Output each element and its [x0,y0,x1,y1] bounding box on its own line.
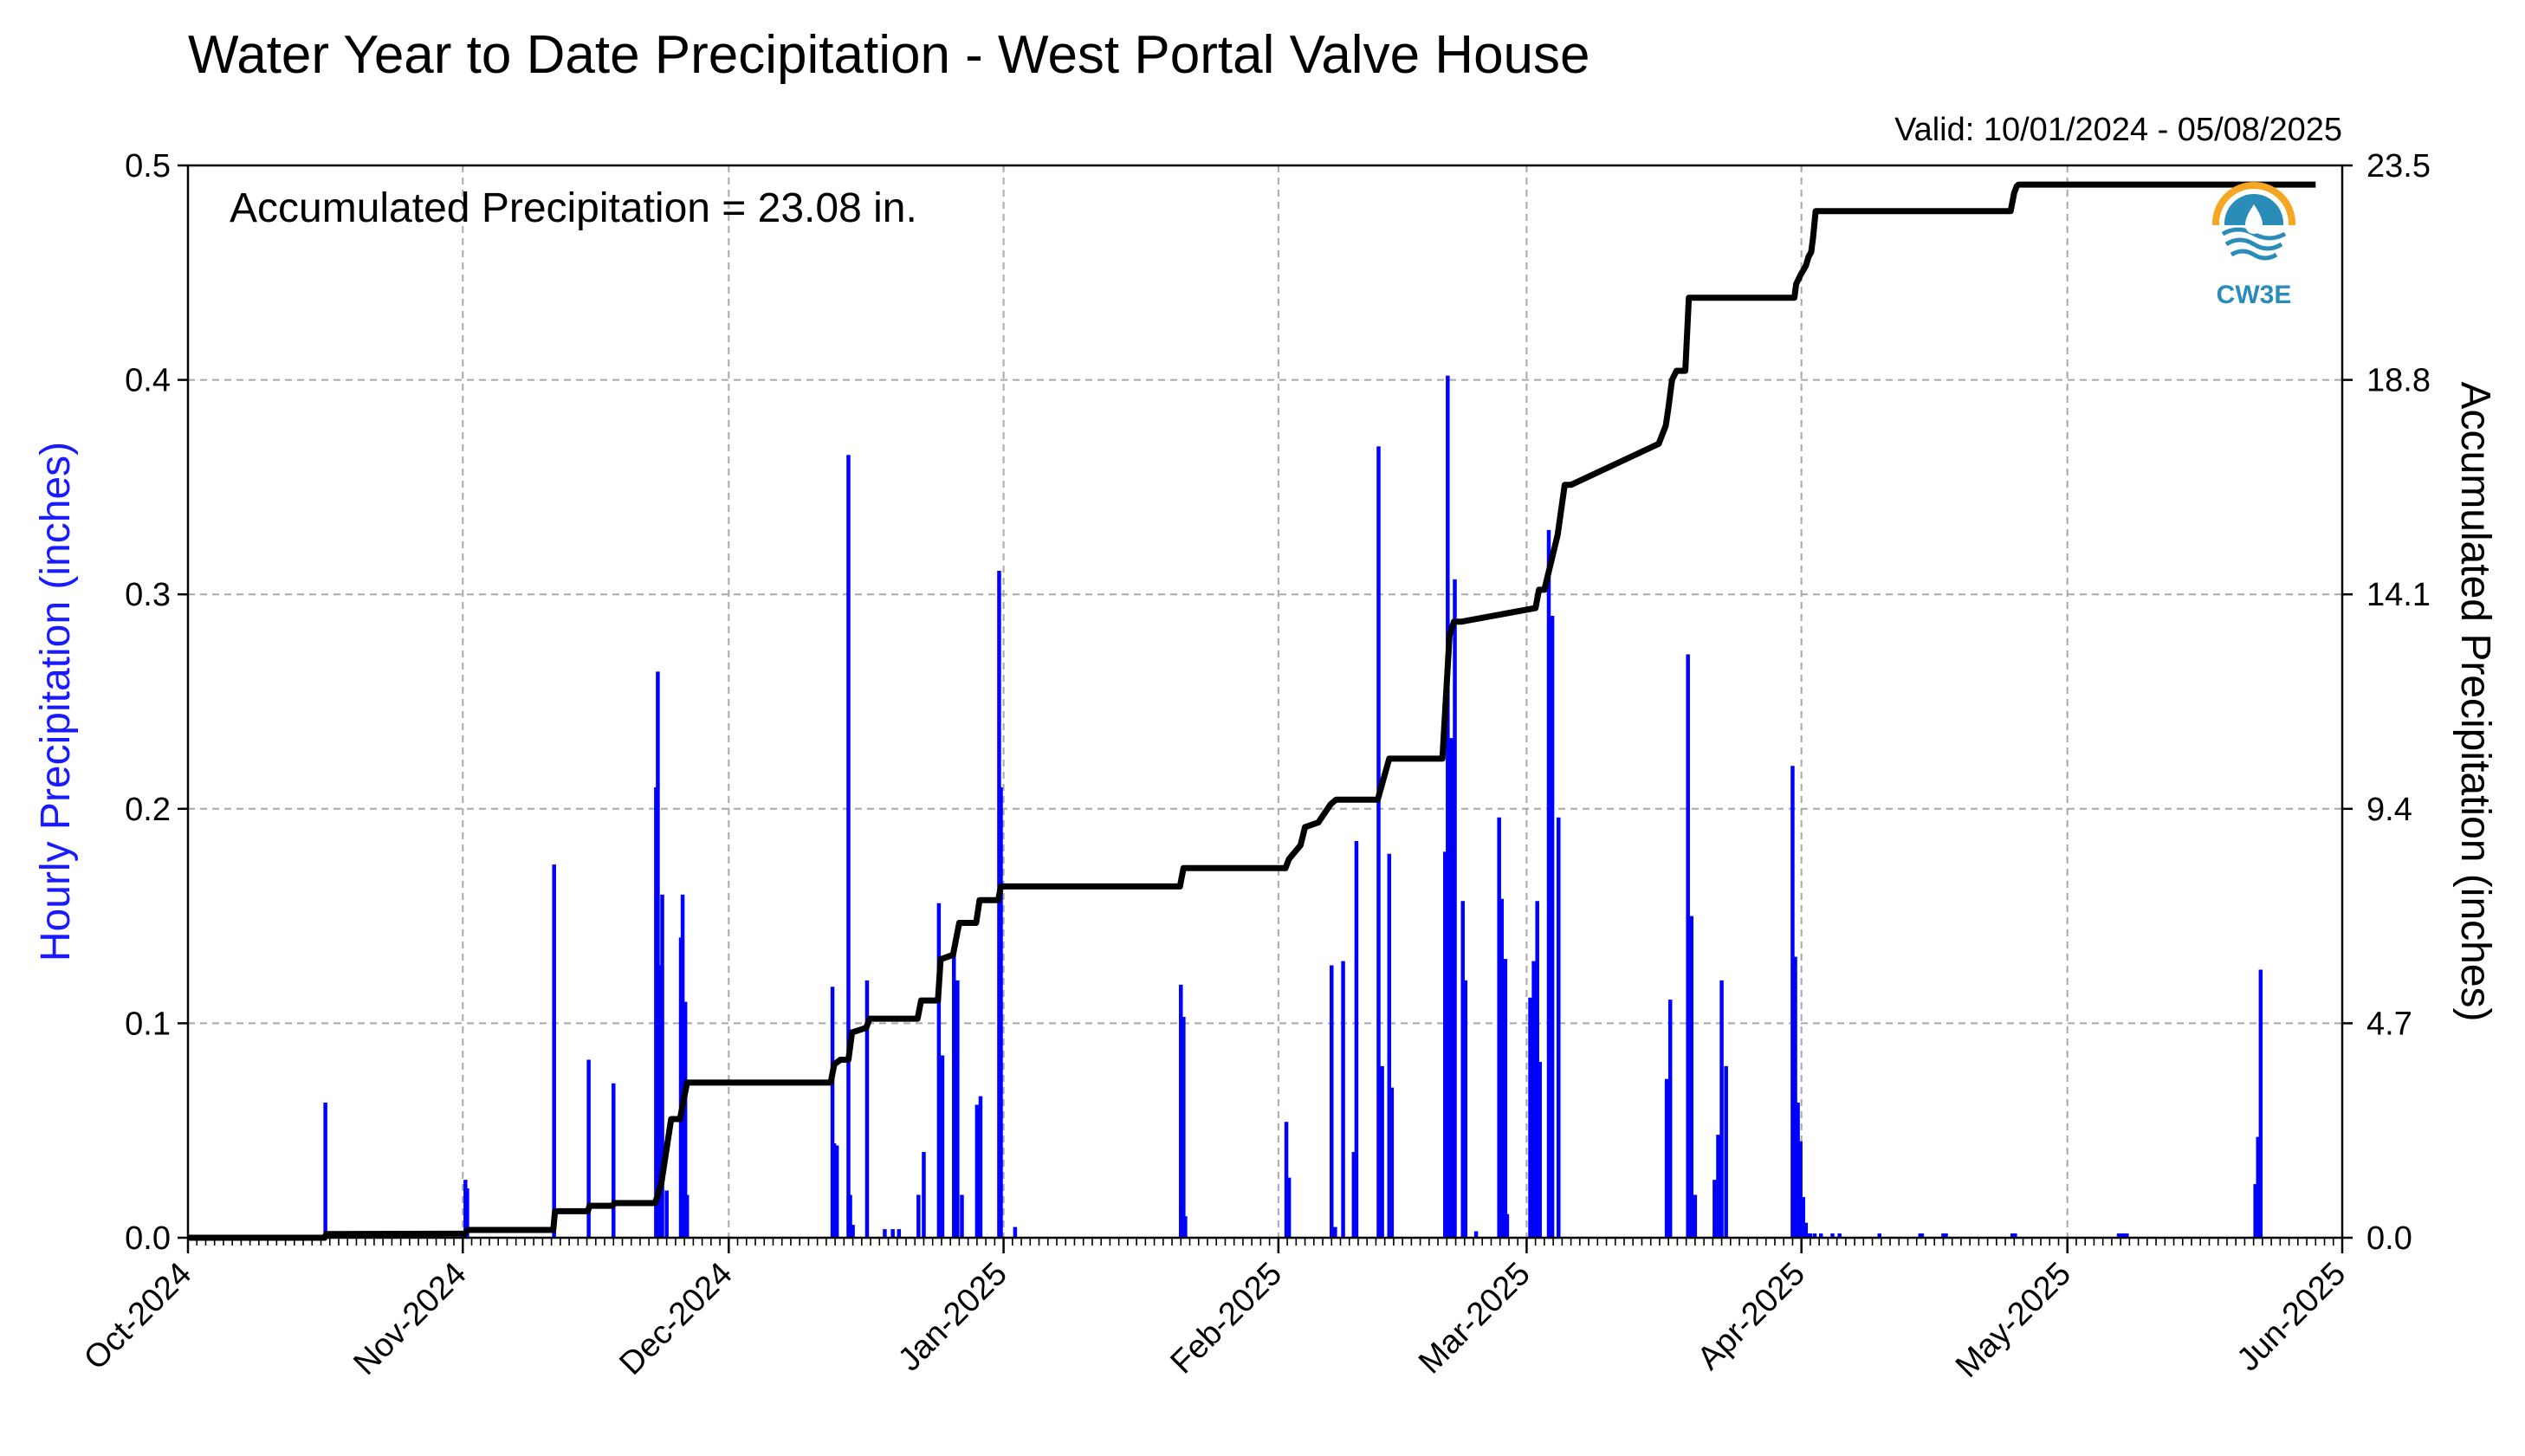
x-tick-label: May-2025 [1949,1256,2078,1385]
y-left-tick-label: 0.2 [125,792,171,828]
x-tick-label: Nov-2024 [346,1256,473,1382]
x-tick-label: Oct-2024 [77,1256,198,1377]
x-tick-label: Mar-2025 [1412,1256,1538,1382]
y-right-tick-label: 14.1 [2366,577,2431,613]
chart-title: Water Year to Date Precipitation - West … [188,25,1590,85]
cw3e-logo: CW3E [2209,182,2299,309]
y-left-tick-label: 0.5 [125,148,171,184]
x-tick-label: Jun-2025 [2230,1256,2353,1379]
y-left-tick-label: 0.1 [125,1006,171,1042]
plot-frame [186,164,2344,1239]
x-tick-label: Dec-2024 [612,1256,739,1382]
hourly-precip-bars [323,375,2263,1238]
y-left-axis: 0.0 0.1 0.2 0.3 0.4 0.5 [125,148,188,1257]
accumulated-annotation: Accumulated Precipitation = 23.08 in. [230,185,917,231]
accumulated-precip-line [188,181,2316,1241]
y-right-tick-label: 0.0 [2366,1220,2412,1257]
valid-date-range: Valid: 10/01/2024 - 05/08/2025 [1894,112,2342,148]
y-right-axis: 0.0 4.7 9.4 14.1 18.8 23.5 [2342,148,2431,1257]
y-right-axis-label: Accumulated Precipitation (inches) [2452,381,2498,1021]
y-left-axis-label: Hourly Precipitation (inches) [33,442,79,961]
x-tick-label: Jan-2025 [891,1256,1014,1379]
y-right-tick-label: 9.4 [2366,792,2412,828]
grid-lines [188,165,2342,1238]
y-left-tick-label: 0.4 [125,363,171,399]
y-right-tick-label: 4.7 [2366,1006,2412,1042]
y-right-tick-label: 23.5 [2366,148,2431,184]
logo-text: CW3E [2217,281,2292,309]
x-tick-label: Apr-2025 [1691,1256,1812,1377]
y-right-tick-label: 18.8 [2366,363,2431,399]
logo-drop-icon [2245,204,2263,234]
y-left-tick-label: 0.0 [125,1220,171,1257]
x-axis: Oct-2024 Nov-2024 Dec-2024 Jan-2025 Feb-2025… [77,1238,2353,1385]
y-left-tick-label: 0.3 [125,577,171,613]
x-tick-label: Feb-2025 [1163,1256,1289,1382]
